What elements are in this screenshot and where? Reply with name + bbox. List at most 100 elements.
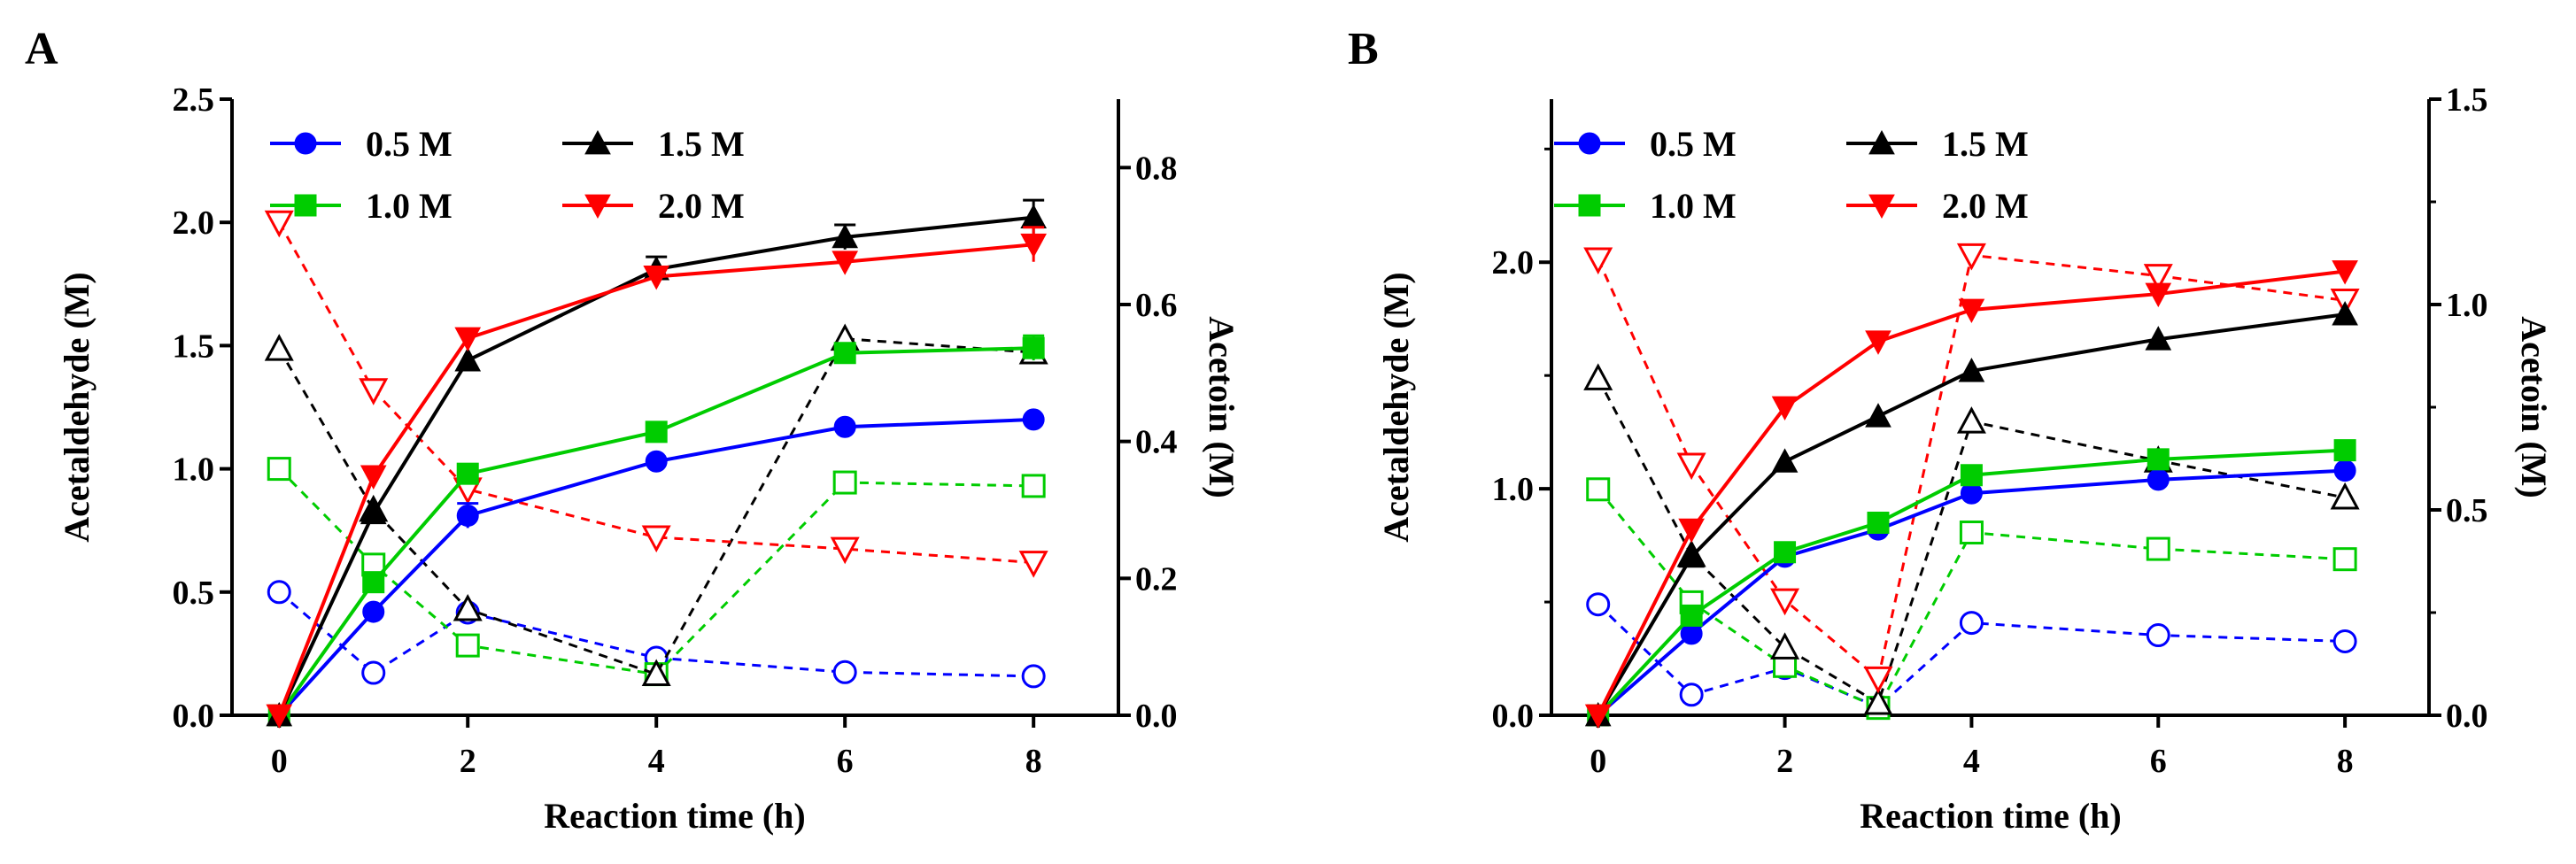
acetoin-point-c15 bbox=[1863, 687, 1893, 715]
acetoin-point-c15 bbox=[1583, 363, 1613, 390]
acetoin-point-c20 bbox=[641, 525, 671, 553]
x-tick-label: 2 bbox=[460, 743, 476, 780]
acetaldehyde-point-c15 bbox=[1771, 448, 1799, 473]
panel-label: A bbox=[25, 24, 58, 74]
acetaldehyde-point-c20 bbox=[2332, 260, 2358, 285]
acetoin-point-c10 bbox=[1959, 521, 1984, 545]
acetaldehyde-point-c20 bbox=[643, 266, 670, 290]
y-axis-label-right: Acetoin (M) bbox=[1202, 316, 1242, 498]
y-tick-label-right: 0.0 bbox=[1135, 698, 1178, 735]
y-tick-label-right: 0.6 bbox=[1135, 287, 1178, 324]
acetaldehyde-point-c15 bbox=[2332, 301, 2358, 326]
acetoin-point-c05 bbox=[1021, 664, 1046, 689]
acetaldehyde-point-c20 bbox=[360, 465, 387, 490]
acetaldehyde-point-c15 bbox=[2145, 326, 2172, 351]
acetoin-point-c05 bbox=[2332, 629, 2357, 653]
acetaldehyde-line-c20 bbox=[277, 243, 1034, 716]
acetaldehyde-point-c05 bbox=[2333, 459, 2356, 482]
legend-item-c10: 1.0 M bbox=[270, 186, 453, 226]
acetoin-line-c10 bbox=[278, 467, 1034, 676]
legend-item-c20: 2.0 M bbox=[1846, 186, 2029, 226]
y-tick-label-left: 1.0 bbox=[173, 451, 215, 489]
x-tick-label: 2 bbox=[1776, 743, 1793, 780]
acetoin-point-c20 bbox=[830, 536, 860, 565]
acetoin-point-c15 bbox=[264, 334, 294, 361]
x-tick-label: 0 bbox=[1590, 743, 1606, 780]
x-tick-label: 4 bbox=[1963, 743, 1980, 780]
acetoin-point-c05 bbox=[832, 660, 857, 684]
acetaldehyde-point-c05 bbox=[1022, 408, 1045, 431]
acetaldehyde-point-c20 bbox=[1020, 233, 1047, 258]
y-tick-label-left: 2.0 bbox=[1492, 244, 1535, 282]
acetaldehyde-point-c15 bbox=[454, 347, 482, 372]
acetoin-point-c15 bbox=[641, 659, 671, 686]
y-tick-label-left: 1.0 bbox=[1492, 471, 1535, 508]
acetoin-line-c15 bbox=[277, 337, 1034, 676]
acetoin-point-c10 bbox=[1021, 474, 1046, 498]
acetoin-point-c10 bbox=[455, 633, 480, 658]
y-tick-label-right: 0.5 bbox=[2446, 492, 2488, 529]
acetaldehyde-point-c15 bbox=[1958, 358, 1985, 382]
acetaldehyde-point-c15 bbox=[1020, 204, 1047, 229]
acetaldehyde-point-c20 bbox=[1771, 396, 1799, 421]
legend-item-c15: 1.5 M bbox=[562, 124, 745, 164]
acetoin-point-c20 bbox=[1770, 588, 1800, 616]
acetoin-point-c15 bbox=[2330, 482, 2360, 510]
y-tick-label-right: 1.0 bbox=[2446, 287, 2488, 324]
y-axis-label-right: Acetoin (M) bbox=[2514, 316, 2554, 498]
acetaldehyde-point-c20 bbox=[454, 327, 482, 352]
acetaldehyde-point-c20 bbox=[1865, 330, 1891, 355]
x-tick-label: 8 bbox=[2337, 743, 2354, 780]
legend-label: 2.0 M bbox=[1942, 186, 2029, 226]
legend: 0.5 M 1.5 M 1.0 M 2.0 M bbox=[270, 124, 745, 226]
panel-label: B bbox=[1348, 24, 1379, 74]
legend-label: 0.5 M bbox=[1650, 124, 1737, 164]
legend-item-c20: 2.0 M bbox=[562, 186, 745, 226]
acetaldehyde-point-c10 bbox=[1022, 336, 1045, 359]
legend-swatch-marker bbox=[1868, 129, 1895, 155]
legend-label: 1.0 M bbox=[1650, 186, 1737, 226]
acetaldehyde-point-c10 bbox=[456, 462, 479, 485]
acetaldehyde-point-c10 bbox=[1867, 512, 1890, 534]
acetaldehyde-point-c20 bbox=[832, 251, 859, 275]
acetoin-point-c20 bbox=[1956, 243, 1986, 271]
acetoin-point-c05 bbox=[361, 660, 386, 685]
acetaldehyde-point-c15 bbox=[360, 499, 387, 525]
acetaldehyde-point-c05 bbox=[2147, 468, 2170, 491]
acetoin-point-c20 bbox=[359, 378, 389, 405]
acetaldehyde-point-c20 bbox=[1958, 298, 1985, 324]
y-tick-label-right: 0.2 bbox=[1135, 560, 1178, 598]
acetoin-point-c15 bbox=[1956, 406, 1986, 434]
acetaldehyde-point-c05 bbox=[645, 450, 668, 473]
y-tick-label-left: 2.0 bbox=[173, 204, 215, 242]
acetaldehyde-point-c15 bbox=[832, 223, 859, 249]
acetoin-point-c10 bbox=[267, 457, 291, 482]
acetaldehyde-point-c10 bbox=[2147, 448, 2170, 471]
y-tick-label-right: 0.4 bbox=[1135, 424, 1178, 461]
acetoin-point-c05 bbox=[1586, 592, 1611, 617]
legend-swatch-marker bbox=[584, 129, 611, 155]
acetoin-point-c05 bbox=[2146, 623, 2170, 648]
legend-swatch-marker bbox=[584, 194, 611, 220]
acetaldehyde-line-c05 bbox=[277, 417, 1034, 717]
acetaldehyde-point-c15 bbox=[1865, 403, 1891, 428]
acetaldehyde-line-c10 bbox=[277, 346, 1034, 717]
acetoin-point-c20 bbox=[1676, 452, 1706, 481]
x-axis-label: Reaction time (h) bbox=[544, 796, 805, 836]
acetaldehyde-point-c20 bbox=[1584, 704, 1612, 729]
legend-swatch-marker bbox=[294, 194, 317, 217]
acetaldehyde-point-c10 bbox=[1960, 464, 1983, 487]
x-tick-label: 6 bbox=[837, 743, 854, 780]
acetoin-point-c20 bbox=[1018, 551, 1048, 578]
acetoin-point-c10 bbox=[1586, 477, 1611, 502]
acetoin-point-c05 bbox=[267, 580, 291, 605]
legend-swatch-marker bbox=[1578, 132, 1601, 155]
legend-label: 1.5 M bbox=[1942, 124, 2029, 164]
acetoin-point-c10 bbox=[2146, 536, 2170, 561]
x-tick-label: 4 bbox=[648, 743, 665, 780]
legend-swatch-marker bbox=[1578, 194, 1601, 217]
acetoin-point-c20 bbox=[264, 210, 294, 238]
acetoin-point-c20 bbox=[2143, 264, 2173, 291]
acetoin-point-c20 bbox=[1583, 247, 1613, 275]
